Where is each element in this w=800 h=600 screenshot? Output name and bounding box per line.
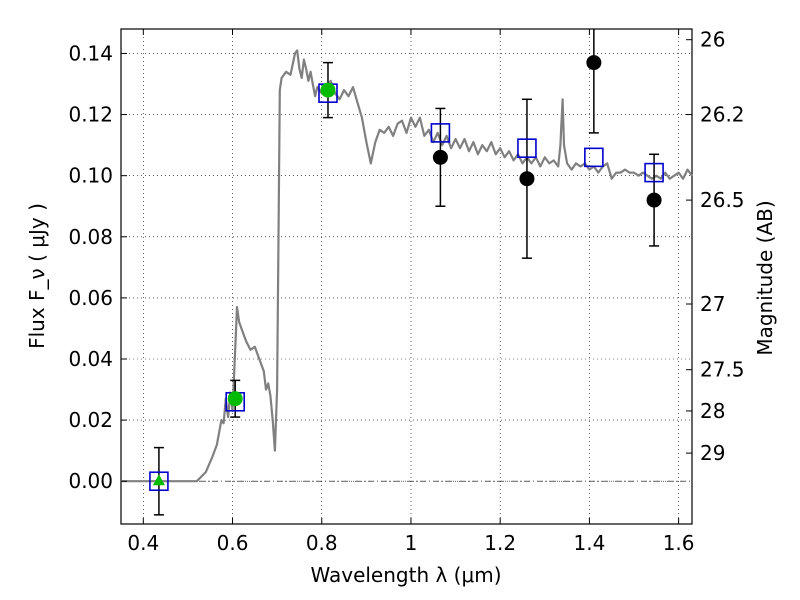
y-tick-label: 0.04 <box>68 347 113 371</box>
observed-photometry-point <box>646 192 662 208</box>
y-tick-label: 0.10 <box>68 164 113 188</box>
y-axis-label-right: Magnitude (AB) <box>753 200 777 355</box>
x-tick-label: 0.4 <box>127 531 159 555</box>
observed-photometry-point <box>432 149 448 165</box>
right-tick-label: 29 <box>700 441 725 465</box>
model-photometry-square <box>430 123 451 143</box>
observed-photometry-point <box>227 391 243 407</box>
x-axis-label: Wavelength λ (μm) <box>310 563 501 587</box>
x-tick-label: 1.4 <box>573 531 605 555</box>
right-tick-label: 26.5 <box>700 188 745 212</box>
y-axis-label-left: Flux F_ν ( μJy ) <box>25 203 49 349</box>
x-tick-label: 1.2 <box>484 531 516 555</box>
plot-frame <box>120 28 693 525</box>
y-tick-label: 0.12 <box>68 103 113 127</box>
model-photometry-square <box>644 162 664 183</box>
right-tick-label: 26 <box>700 28 725 52</box>
right-tick-label: 28 <box>700 399 725 423</box>
model-photometry-square <box>149 471 169 492</box>
y-tick-label: 0.06 <box>68 286 113 310</box>
right-tick-label: 26.2 <box>700 103 745 127</box>
y-tick-label: 0.08 <box>68 225 113 249</box>
x-tick-label: 1.6 <box>663 531 695 555</box>
model-photometry-square <box>517 138 537 158</box>
x-tick-label: 0.8 <box>306 531 338 555</box>
observed-photometry-point <box>320 82 336 98</box>
x-tick-label: 0.6 <box>217 531 249 555</box>
observed-photometry-point <box>519 171 535 187</box>
observed-photometry-point <box>586 55 602 71</box>
right-tick-label: 27 <box>700 292 725 316</box>
non-detection-triangle <box>152 474 165 486</box>
model-photometry-square <box>584 147 604 168</box>
x-tick-label: 1 <box>405 531 418 555</box>
y-tick-label: 0.02 <box>68 408 113 432</box>
right-tick-label: 27.5 <box>700 358 745 382</box>
y-tick-label: 0.14 <box>68 41 113 65</box>
sed-line <box>121 49 693 483</box>
y-tick-label: 0.00 <box>68 469 113 493</box>
